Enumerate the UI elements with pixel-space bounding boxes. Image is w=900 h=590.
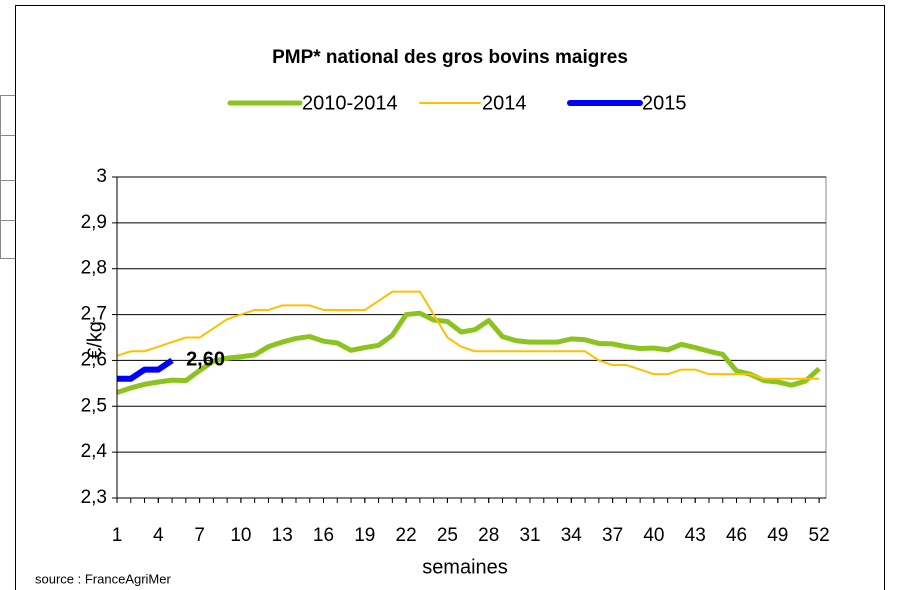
annotation: 2,60 xyxy=(186,349,225,371)
x-tick-label: 49 xyxy=(767,525,788,546)
x-axis-label: semaines xyxy=(422,556,508,578)
legend-label: 2010-2014 xyxy=(302,92,398,114)
x-tick-label: 46 xyxy=(726,525,747,546)
series-line xyxy=(116,310,821,395)
plot-area xyxy=(116,176,827,499)
legend-label: 2014 xyxy=(482,92,527,114)
y-tick-label: 2,8 xyxy=(81,258,107,279)
x-tick-label: 4 xyxy=(153,525,164,546)
frame xyxy=(15,5,885,590)
y-tick-label: 2,6 xyxy=(81,349,107,370)
source: source : FranceAgriMer xyxy=(35,571,171,586)
y-tick-label: 3 xyxy=(96,166,107,187)
x-tick-label: 37 xyxy=(602,525,623,546)
y-tick-label: 2,7 xyxy=(81,304,107,325)
y-tick-label: 2,4 xyxy=(81,441,108,462)
x-tick-label: 43 xyxy=(685,525,706,546)
x-tick-label: 25 xyxy=(437,525,458,546)
x-tick-label: 16 xyxy=(313,525,334,546)
y-tick-label: 2,5 xyxy=(81,395,107,416)
x-tick-label: 34 xyxy=(561,525,583,546)
y-tick-label: 2,3 xyxy=(81,487,107,508)
x-tick-label: 40 xyxy=(643,525,664,546)
series-line xyxy=(117,357,174,382)
legend-label: 2015 xyxy=(642,92,687,114)
side-cells xyxy=(0,95,15,259)
x-tick-label: 7 xyxy=(194,525,205,546)
x-tick-label: 52 xyxy=(809,525,830,546)
x-tick-label: 22 xyxy=(396,525,417,546)
y-tick-label: 2,9 xyxy=(81,212,107,233)
x-tick-label: 10 xyxy=(230,525,251,546)
x-tick-label: 31 xyxy=(519,525,540,546)
x-tick-label: 28 xyxy=(478,525,499,546)
x-tick-label: 1 xyxy=(112,525,123,546)
y-axis-label: €/kg xyxy=(84,321,106,359)
x-tick-label: 13 xyxy=(272,525,293,546)
chart-title: PMP* national des gros bovins maigres xyxy=(272,47,628,68)
series-line xyxy=(116,290,820,380)
x-tick-label: 19 xyxy=(354,525,375,546)
